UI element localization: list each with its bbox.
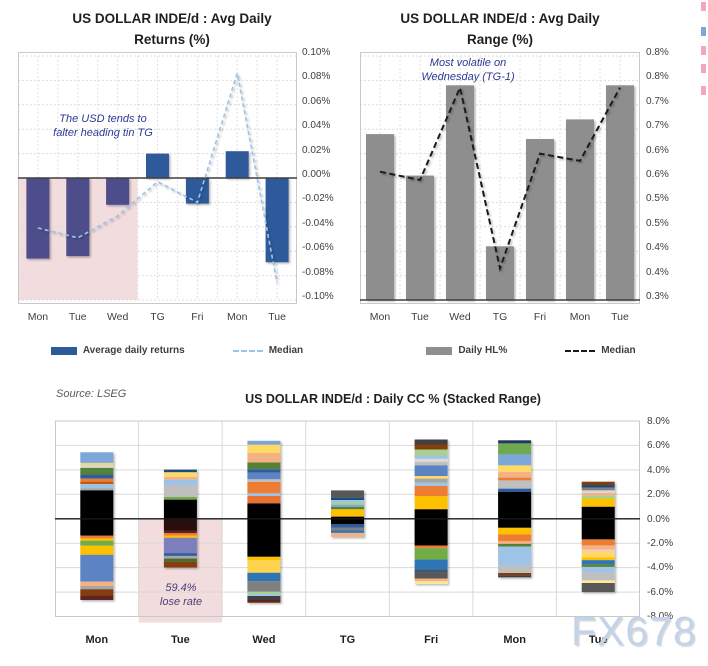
range-legend-item-label: Daily HL%	[458, 345, 508, 356]
returns-y-tick: 0.02%	[302, 144, 331, 156]
edge-artifact-mark	[701, 64, 706, 73]
returns-legend-item: Average daily returns	[50, 345, 185, 356]
stacked-y-tick: 0.0%	[647, 513, 670, 525]
returns-y-tick: 0.04%	[302, 120, 331, 132]
stacked-x-tick: Tue	[588, 634, 608, 646]
range-x-axis-labels: Mon Tue Wed TG Fri Mon Tue	[360, 311, 640, 323]
edge-artifact-mark	[701, 27, 706, 36]
returns-chart-title: US DOLLAR INDE/d : Avg Daily Returns (%)	[17, 9, 327, 51]
stacked-y-tick: -8.0%	[647, 611, 674, 623]
returns-legend-item-label: Median	[268, 345, 304, 356]
range-y-tick: 0.6%	[646, 169, 669, 180]
returns-plot-area	[18, 52, 297, 304]
range-legend: Daily HL% Median	[354, 345, 708, 356]
range-x-tick: Mon	[569, 311, 591, 323]
range-y-tick: 0.5%	[646, 193, 669, 205]
range-plot-area	[360, 52, 640, 304]
range-annotation: Most volatile on Wednesday (TG-1)	[398, 56, 538, 85]
returns-x-tick: Wed	[106, 311, 129, 323]
range-x-tick: TG	[492, 311, 508, 323]
returns-legend-item-swatch-bar	[50, 346, 77, 355]
stacked-annotation-line1: 59.4%	[165, 582, 197, 594]
stacked-annotation: 59.4% lose rate	[139, 581, 223, 610]
returns-annotation-line2: falter heading tin TG	[53, 127, 153, 140]
returns-x-tick: Tue	[268, 311, 286, 323]
returns-y-tick: 0.06%	[302, 95, 331, 107]
returns-x-tick: Fri	[191, 311, 204, 323]
returns-y-tick: -0.10%	[302, 291, 334, 302]
range-y-tick: 0.7%	[646, 120, 669, 132]
stacked-x-tick: Mon	[85, 634, 109, 646]
range-title-line1: US DOLLAR INDE/d : Avg Daily	[400, 11, 600, 26]
range-legend-item: Median	[565, 345, 636, 356]
returns-y-tick: 0.08%	[302, 71, 331, 83]
edge-artifact-mark	[701, 86, 706, 95]
returns-x-tick: TG	[150, 311, 165, 323]
range-legend-item-label: Median	[601, 345, 636, 356]
stacked-y-tick: 8.0%	[647, 416, 670, 427]
stacked-annotation-line2: lose rate	[159, 596, 203, 609]
returns-y-tick: 0.10%	[302, 47, 331, 58]
stacked-x-tick: Tue	[170, 634, 190, 646]
range-x-tick: Tue	[611, 311, 629, 323]
range-y-tick: 0.8%	[646, 47, 669, 58]
returns-legend-item: Median	[232, 345, 304, 356]
range-y-tick: 0.4%	[646, 242, 669, 254]
returns-title-line1: US DOLLAR INDE/d : Avg Daily	[72, 11, 272, 26]
range-annotation-line1: Most volatile on	[429, 57, 507, 69]
range-x-tick: Mon	[369, 311, 391, 323]
range-title-line2: Range (%)	[466, 31, 533, 47]
returns-title-line2: Returns (%)	[134, 31, 210, 47]
range-legend-item-swatch-dash	[565, 349, 596, 352]
returns-y-tick: -0.08%	[302, 266, 334, 278]
returns-x-tick: Tue	[68, 311, 87, 323]
range-y-tick: 0.6%	[646, 144, 669, 156]
watermark: FX678	[571, 608, 697, 654]
edge-artifact-mark	[701, 46, 706, 55]
returns-legend-item-label: Average daily returns	[82, 345, 185, 356]
range-y-tick: 0.7%	[646, 95, 669, 107]
stacked-y-tick: 6.0%	[647, 440, 670, 452]
range-y-tick: 0.8%	[646, 71, 669, 83]
range-chart-title: US DOLLAR INDE/d : Avg Daily Range (%)	[345, 9, 655, 51]
stacked-x-axis-labels: Mon Tue Wed TG Fri Mon Tue	[55, 634, 640, 646]
returns-y-tick: -0.02%	[302, 193, 334, 205]
returns-x-tick: Mon	[27, 311, 49, 323]
edge-artifact-mark	[701, 2, 706, 11]
range-y-tick: 0.3%	[646, 291, 669, 302]
stacked-y-tick: -6.0%	[647, 586, 674, 598]
returns-annotation-line1: The USD tends to	[59, 113, 147, 125]
range-x-tick: Fri	[533, 311, 547, 323]
returns-x-axis-labels: Mon Tue Wed TG Fri Mon Tue	[18, 311, 297, 323]
returns-y-tick: -0.04%	[302, 217, 334, 229]
stacked-y-tick: 2.0%	[647, 489, 670, 501]
returns-y-tick: -0.06%	[302, 242, 334, 254]
stacked-chart-title: US DOLLAR INDE/d : Daily CC % (Stacked R…	[245, 392, 541, 406]
range-y-tick: 0.5%	[646, 217, 669, 229]
range-x-tick: Wed	[449, 311, 471, 323]
stacked-y-tick: -4.0%	[647, 562, 674, 574]
returns-annotation: The USD tends to falter heading tin TG	[28, 112, 178, 141]
stacked-x-tick: Mon	[503, 634, 526, 646]
range-y-tick: 0.4%	[646, 266, 669, 278]
returns-legend: Average daily returns Median	[0, 345, 354, 356]
range-legend-item-swatch-bar	[426, 346, 453, 355]
returns-y-tick: 0.00%	[302, 169, 331, 180]
stacked-x-tick: Wed	[252, 634, 276, 646]
source-note: Source: LSEG	[56, 388, 127, 400]
stacked-x-tick: Fri	[424, 634, 439, 646]
range-legend-item: Daily HL%	[426, 345, 507, 356]
stacked-y-tick: -2.0%	[647, 538, 674, 549]
returns-x-tick: Mon	[227, 311, 248, 323]
stacked-y-tick: 4.0%	[647, 464, 670, 476]
range-x-tick: Tue	[411, 311, 429, 323]
stacked-x-tick: TG	[339, 634, 356, 646]
returns-legend-item-swatch-dash	[232, 349, 263, 352]
range-annotation-line2: Wednesday (TG-1)	[421, 71, 515, 84]
stacked-plot-area	[55, 420, 640, 623]
